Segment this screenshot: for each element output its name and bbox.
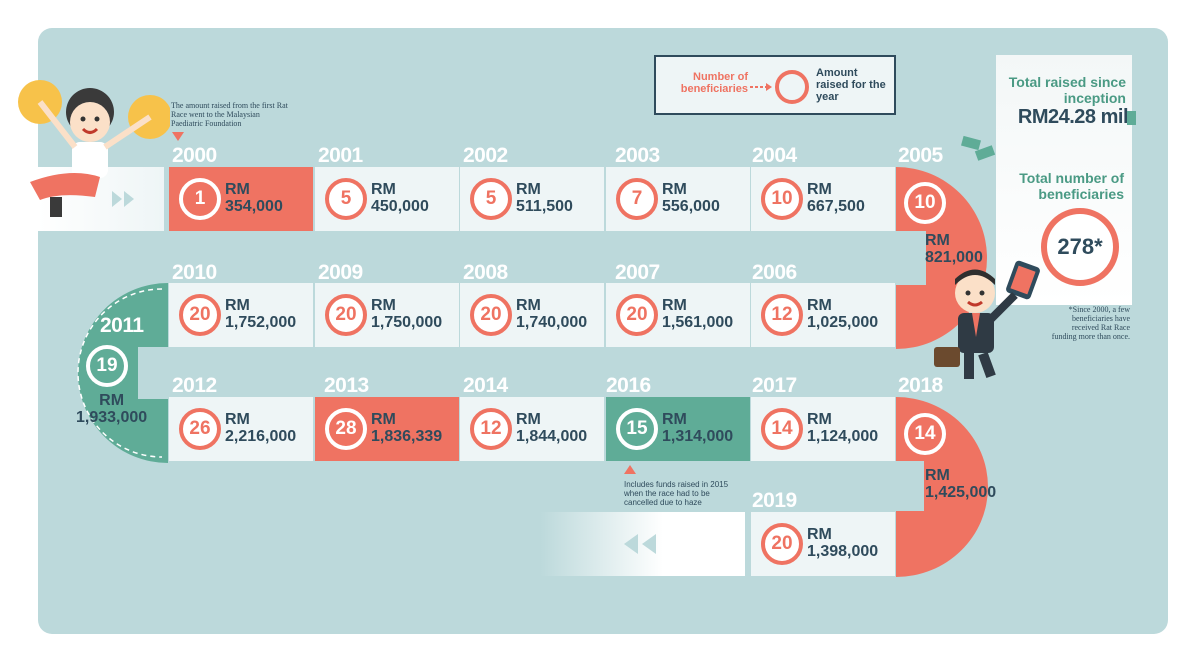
beneficiary-count: 10: [761, 178, 803, 220]
year-label: 2008: [463, 261, 508, 284]
amount-raised: RM 1,933,000: [76, 392, 148, 426]
beneficiary-count: 10: [904, 182, 946, 224]
amount-raised: RM 354,000: [225, 181, 283, 215]
amount-raised: RM 511,500: [516, 181, 573, 215]
end-tile: [540, 512, 745, 576]
beneficiary-count: 1: [179, 178, 221, 220]
year-label: 2001: [318, 144, 363, 167]
year-label: 2018: [898, 374, 943, 397]
amount-raised: RM 1,124,000: [807, 411, 879, 445]
amount-raised: RM 1,844,000: [516, 411, 588, 445]
year-tile-2014: 12 RM 1,844,000: [460, 397, 604, 461]
beneficiaries-footnote: *Since 2000, a few beneficiaries have re…: [1051, 305, 1130, 341]
beneficiary-count: 20: [325, 294, 367, 336]
beneficiary-count: 26: [179, 408, 221, 450]
amount-raised: RM 1,314,000: [662, 411, 734, 445]
year-label: 2016: [606, 374, 651, 397]
beneficiary-count: 14: [761, 408, 803, 450]
year-tile-2009: 20 RM 1,750,000: [315, 283, 459, 347]
money-icon: [1127, 111, 1136, 125]
amount-raised: RM 1,740,000: [516, 297, 588, 331]
amount-raised: RM 1,750,000: [371, 297, 443, 331]
amount-raised: RM 821,000: [925, 232, 983, 266]
beneficiary-count: 15: [616, 408, 658, 450]
year-label: 2005: [898, 144, 943, 167]
fast-forward-icon: [112, 191, 134, 207]
year-label: 2019: [752, 489, 797, 512]
amount-raised: RM 667,500: [807, 181, 865, 215]
year-tile-2012: 26 RM 2,216,000: [169, 397, 313, 461]
year-label: 2013: [324, 374, 369, 397]
cheerleader-illustration: [18, 80, 170, 217]
beneficiary-count: 14: [904, 413, 946, 455]
beneficiary-count: 12: [470, 408, 512, 450]
amount-raised: RM 1,398,000: [807, 526, 879, 560]
year-label: 2007: [615, 261, 660, 284]
legend-beneficiaries-label: Number of beneficiaries: [680, 71, 748, 95]
year-label: 2000: [172, 144, 217, 167]
total-beneficiaries-value: 278*: [1057, 234, 1103, 259]
money-icon: [961, 135, 996, 161]
year-label: 2009: [318, 261, 363, 284]
year-label: 2012: [172, 374, 217, 397]
year-tile-2017: 14 RM 1,124,000: [751, 397, 895, 461]
total-raised-value: RM24.28 mil: [1017, 106, 1129, 128]
haze-note: Includes funds raised in 2015 when the r…: [624, 480, 729, 507]
pointer-down-icon: [172, 132, 184, 141]
year-tile-2008: 20 RM 1,740,000: [460, 283, 604, 347]
year-tile-2013: 28 RM 1,836,339: [315, 397, 459, 461]
year-tile-2016: 15 RM 1,314,000: [606, 397, 750, 461]
first-race-note: The amount raised from the first Rat Rac…: [171, 101, 288, 128]
year-label: 2010: [172, 261, 217, 284]
amount-raised: RM 1,752,000: [225, 297, 297, 331]
year-tile-2001: 5 RM 450,000: [315, 167, 459, 231]
legend-box: Number of beneficiaries Amount raised fo…: [654, 55, 896, 115]
year-tile-2019: 20 RM 1,398,000: [751, 512, 895, 576]
year-tile-2003: 7 RM 556,000: [606, 167, 750, 231]
rewind-icon: [624, 534, 656, 554]
year-tile-2006: 12 RM 1,025,000: [751, 283, 895, 347]
businessman-illustration: [934, 260, 1040, 379]
beneficiary-count: 28: [325, 408, 367, 450]
year-tile-2010: 20 RM 1,752,000: [169, 283, 313, 347]
year-label: 2011: [100, 314, 144, 337]
legend-amount-label: Amount raised for the year: [816, 67, 886, 103]
beneficiary-count: 7: [616, 178, 658, 220]
amount-raised: RM 1,025,000: [807, 297, 879, 331]
total-beneficiaries-label: Total number of beneficiaries: [1019, 170, 1124, 202]
beneficiary-count: 19: [86, 345, 128, 387]
amount-raised: RM 1,561,000: [662, 297, 734, 331]
amount-raised: RM 2,216,000: [225, 411, 297, 445]
year-label: 2006: [752, 261, 797, 284]
pointer-up-icon: [624, 465, 636, 474]
year-tile-2007: 20 RM 1,561,000: [606, 283, 750, 347]
beneficiary-count: 20: [179, 294, 221, 336]
beneficiary-count: 20: [761, 523, 803, 565]
year-tile-2000: 1 RM 354,000: [169, 167, 313, 231]
amount-raised: RM 1,425,000: [925, 467, 997, 501]
amount-raised: RM 1,836,339: [371, 411, 443, 445]
year-label: 2004: [752, 144, 797, 167]
year-tile-2002: 5 RM 511,500: [460, 167, 604, 231]
beneficiary-count: 20: [470, 294, 512, 336]
beneficiary-count: 5: [325, 178, 367, 220]
beneficiary-count: 5: [470, 178, 512, 220]
amount-raised: RM 450,000: [371, 181, 429, 215]
amount-raised: RM 556,000: [662, 181, 720, 215]
year-label: 2014: [463, 374, 508, 397]
total-raised-label: Total raised since inception: [1008, 74, 1126, 106]
year-tile-2004: 10 RM 667,500: [751, 167, 895, 231]
year-label: 2002: [463, 144, 508, 167]
total-beneficiaries-circle: 278*: [1041, 208, 1119, 286]
year-label: 2017: [752, 374, 797, 397]
year-label: 2003: [615, 144, 660, 167]
beneficiary-count: 12: [761, 294, 803, 336]
legend-arrow-circle: [750, 70, 809, 104]
beneficiary-count: 20: [616, 294, 658, 336]
